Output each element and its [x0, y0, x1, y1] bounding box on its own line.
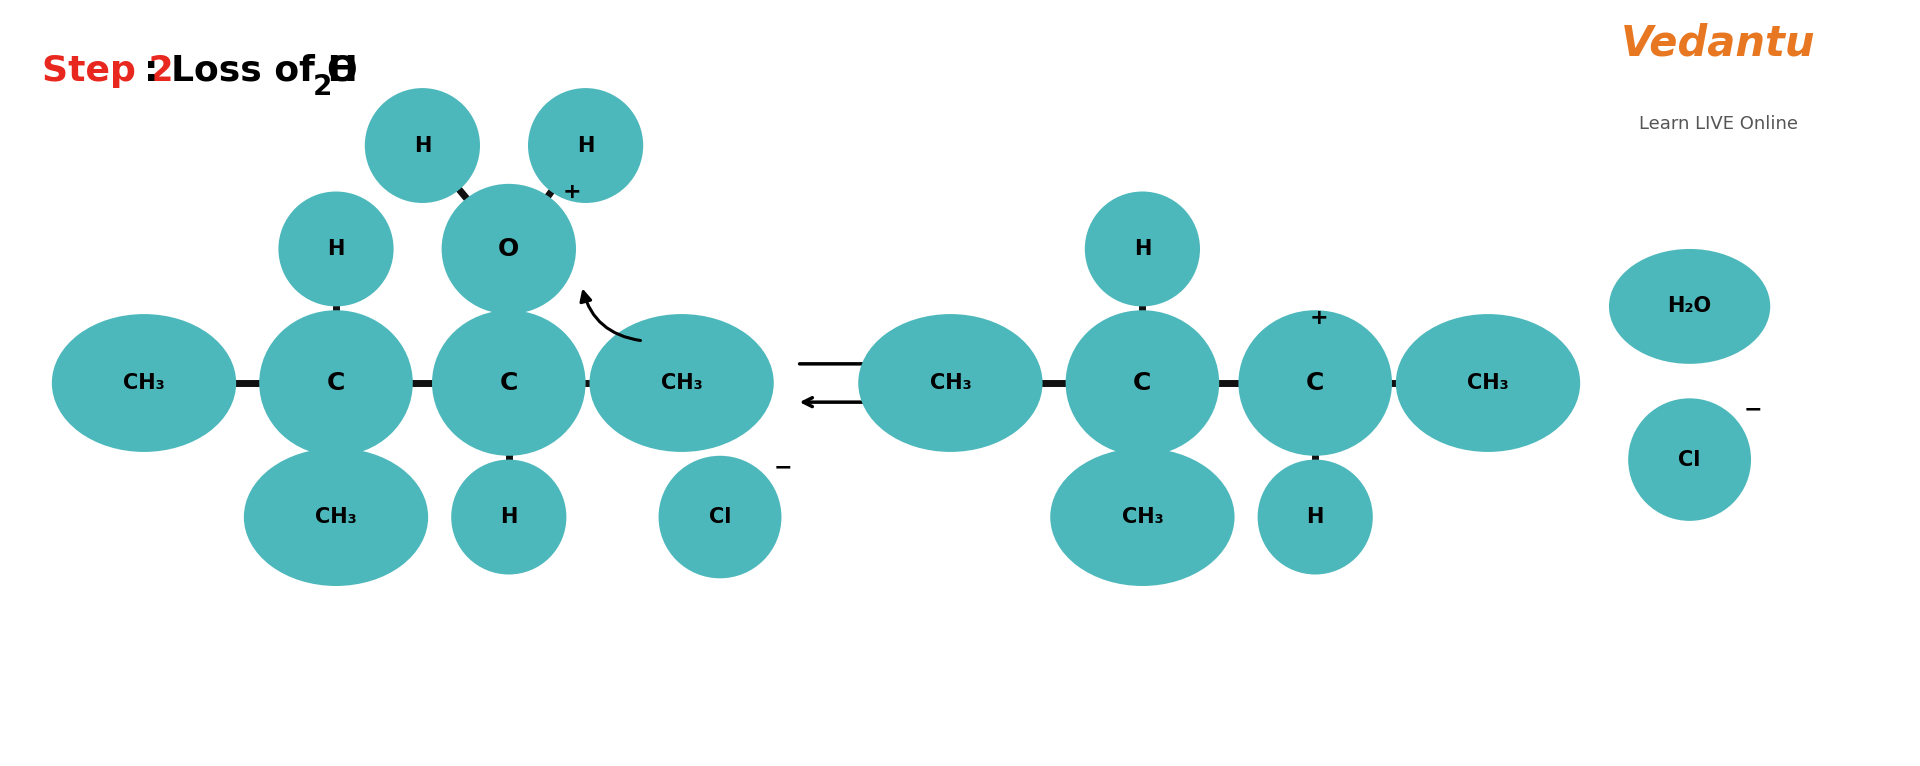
Ellipse shape — [1609, 249, 1770, 364]
Text: +: + — [563, 182, 582, 201]
Text: Learn LIVE Online: Learn LIVE Online — [1640, 115, 1797, 133]
Ellipse shape — [365, 88, 480, 203]
Text: H: H — [326, 239, 346, 259]
Text: Step 2: Step 2 — [42, 54, 175, 87]
Text: : Loss of H: : Loss of H — [144, 54, 357, 87]
Text: CH₃: CH₃ — [660, 373, 703, 393]
Ellipse shape — [259, 310, 413, 456]
Text: H: H — [499, 507, 518, 527]
Ellipse shape — [52, 314, 236, 452]
Text: CH₃: CH₃ — [929, 373, 972, 393]
Text: +: + — [1309, 308, 1329, 328]
FancyArrowPatch shape — [582, 292, 641, 341]
Text: C: C — [499, 371, 518, 395]
Text: O: O — [326, 54, 357, 87]
Ellipse shape — [1050, 448, 1235, 586]
Text: −: − — [1743, 400, 1763, 420]
Ellipse shape — [1066, 310, 1219, 456]
Text: O: O — [497, 237, 520, 261]
Ellipse shape — [528, 88, 643, 203]
Text: H: H — [413, 136, 432, 155]
Ellipse shape — [659, 456, 781, 578]
Ellipse shape — [1396, 314, 1580, 452]
Text: CH₃: CH₃ — [315, 507, 357, 527]
Text: CH₃: CH₃ — [1121, 507, 1164, 527]
Text: H₂O: H₂O — [1668, 296, 1711, 316]
Text: Cl: Cl — [708, 507, 732, 527]
Ellipse shape — [1238, 310, 1392, 456]
Text: Cl: Cl — [1678, 450, 1701, 470]
Text: C: C — [1306, 371, 1325, 395]
Text: H: H — [576, 136, 595, 155]
Ellipse shape — [1258, 460, 1373, 574]
Text: CH₃: CH₃ — [1467, 373, 1509, 393]
Text: H: H — [1306, 507, 1325, 527]
Text: C: C — [326, 371, 346, 395]
Text: Vedantu: Vedantu — [1620, 23, 1816, 65]
Text: C: C — [1133, 371, 1152, 395]
Ellipse shape — [1085, 192, 1200, 306]
Ellipse shape — [278, 192, 394, 306]
Ellipse shape — [442, 184, 576, 314]
Ellipse shape — [451, 460, 566, 574]
Ellipse shape — [858, 314, 1043, 452]
Ellipse shape — [589, 314, 774, 452]
Ellipse shape — [1628, 398, 1751, 521]
Text: CH₃: CH₃ — [123, 373, 165, 393]
Text: −: − — [774, 457, 793, 477]
Text: 2: 2 — [313, 73, 332, 101]
Ellipse shape — [244, 448, 428, 586]
Text: H: H — [1133, 239, 1152, 259]
Ellipse shape — [432, 310, 586, 456]
